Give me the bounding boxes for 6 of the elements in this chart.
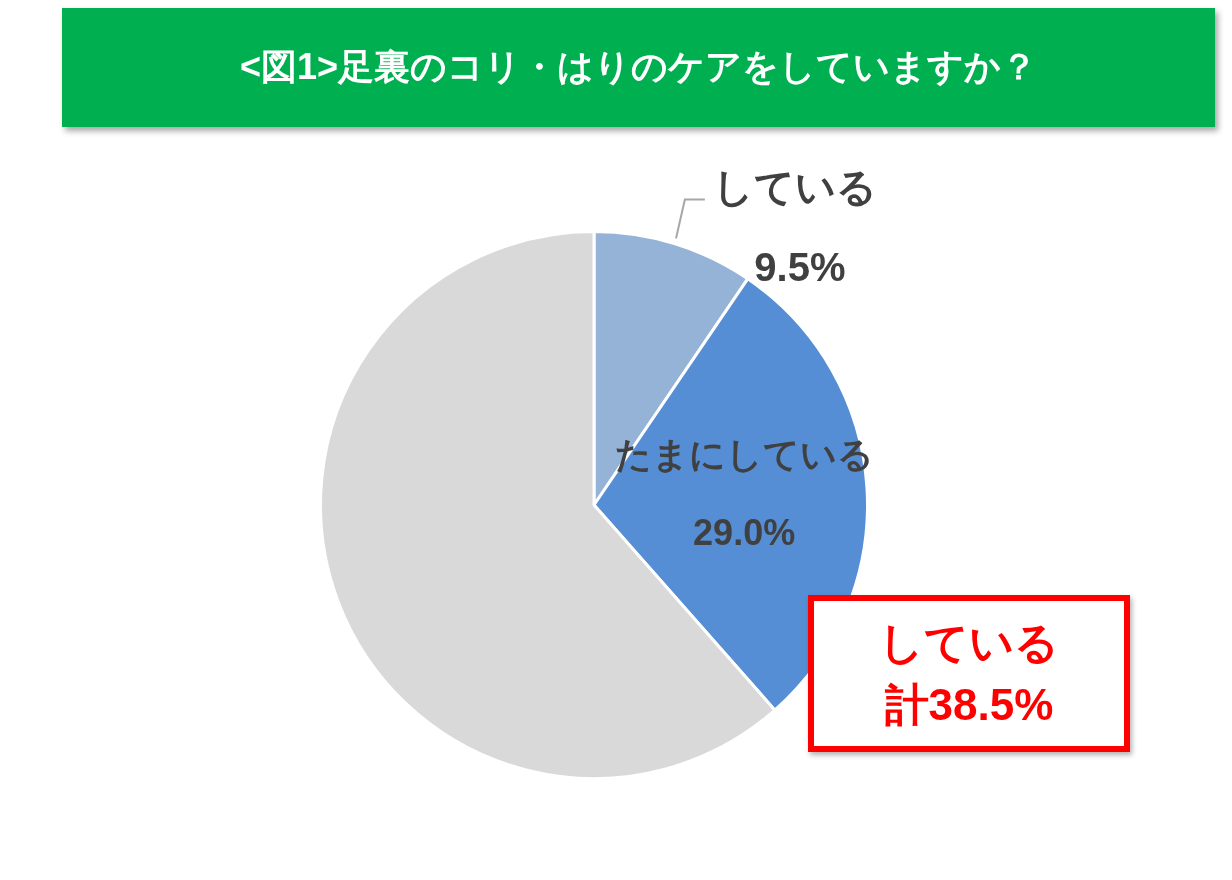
data-label: 29.0%	[693, 512, 796, 554]
text: している	[879, 616, 1059, 669]
text: 計38.5%	[884, 678, 1054, 731]
data-label: 9.5%	[754, 244, 846, 289]
chart-title: <図1>足裏のコリ・はりのケアをしていますか？	[62, 8, 1215, 127]
slice-label: している	[712, 164, 877, 209]
